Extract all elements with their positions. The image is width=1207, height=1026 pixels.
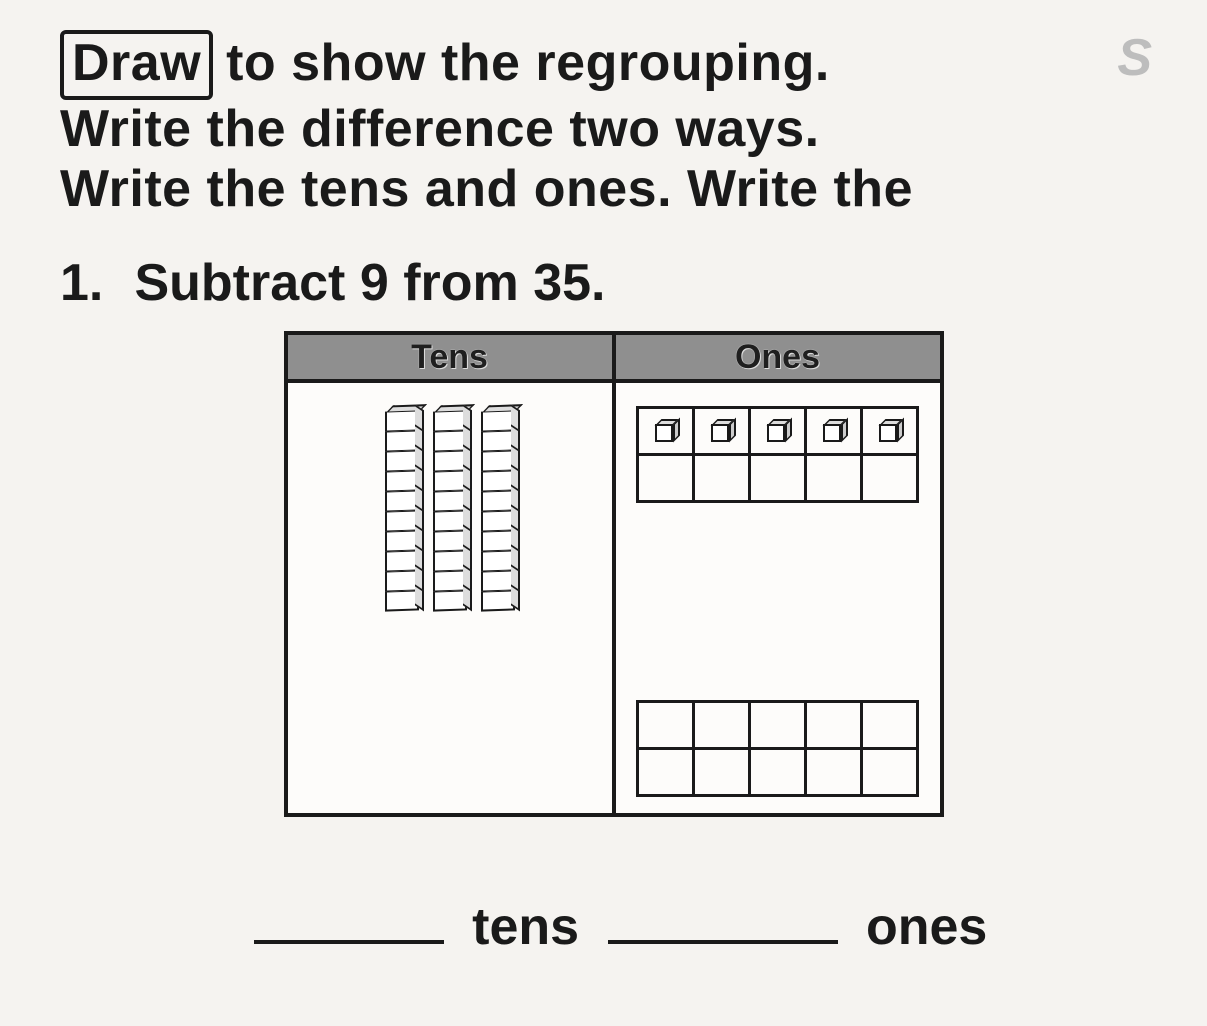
ten-frame-cell xyxy=(748,453,807,503)
ten-frame-cell xyxy=(748,747,807,797)
problem-statement: 1. Subtract 9 from 35. xyxy=(60,253,1167,313)
place-value-table: Tens Ones xyxy=(284,331,944,817)
answer-line: tens ones xyxy=(60,897,1167,957)
ten-rod xyxy=(433,405,467,612)
tens-blank[interactable] xyxy=(254,934,444,944)
ten-frame-cell xyxy=(636,747,695,797)
ten-frame-cell xyxy=(636,453,695,503)
ten-frame-cell xyxy=(860,700,919,750)
ten-frame-cell xyxy=(804,453,863,503)
ten-frame-cell xyxy=(692,453,751,503)
instruction-line-1-rest: to show the regrouping. xyxy=(226,34,830,92)
pv-body xyxy=(288,383,940,813)
unit-cube xyxy=(655,420,677,442)
pv-ones-column xyxy=(616,383,940,813)
ones-label: ones xyxy=(866,898,987,956)
ten-frame-top xyxy=(638,407,918,501)
ten-frame-cell xyxy=(692,747,751,797)
ten-frame-cell xyxy=(860,453,919,503)
ten-frame-bottom xyxy=(638,701,918,795)
unit-cube xyxy=(711,420,733,442)
ten-rod xyxy=(385,405,419,612)
boxed-word-draw: Draw xyxy=(60,30,213,100)
pv-header-ones: Ones xyxy=(616,335,940,383)
ten-frame-cell xyxy=(692,700,751,750)
ten-frame-cell xyxy=(748,406,807,456)
ten-frame-cell xyxy=(748,700,807,750)
ten-frame-cell xyxy=(860,406,919,456)
unit-cube xyxy=(823,420,845,442)
ten-frame-cell xyxy=(804,406,863,456)
problem-text: Subtract 9 from 35. xyxy=(134,254,605,312)
problem-number: 1. xyxy=(60,253,120,313)
worksheet-page: S Draw to show the regrouping. Write the… xyxy=(0,0,1207,957)
instruction-line-3: Write the tens and ones. Write the xyxy=(60,160,1167,220)
ten-frame-cell xyxy=(860,747,919,797)
pv-tens-column xyxy=(288,383,616,813)
watermark-letter: S xyxy=(1117,28,1152,88)
ten-frame-cell xyxy=(804,747,863,797)
ten-frame-cell xyxy=(636,406,695,456)
ten-frame-cell xyxy=(636,700,695,750)
unit-cube xyxy=(879,420,901,442)
pv-header-row: Tens Ones xyxy=(288,335,940,383)
ten-rods-group xyxy=(300,405,600,611)
unit-cube xyxy=(767,420,789,442)
tens-label: tens xyxy=(472,898,579,956)
ten-frame-cell xyxy=(692,406,751,456)
ones-blank[interactable] xyxy=(608,934,838,944)
pv-header-tens: Tens xyxy=(288,335,616,383)
ten-frame-cell xyxy=(804,700,863,750)
instruction-line-2: Write the difference two ways. xyxy=(60,100,1167,160)
ten-rod xyxy=(481,405,515,612)
instruction-line-1: Draw to show the regrouping. xyxy=(60,30,1167,100)
